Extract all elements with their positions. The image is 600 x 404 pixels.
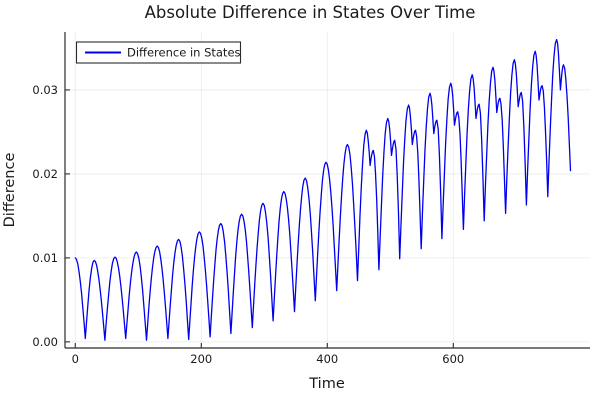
y-tick-label: 0.02 bbox=[32, 167, 58, 181]
axes bbox=[64, 32, 590, 349]
series-difference-line bbox=[74, 38, 572, 341]
x-tick-label: 600 bbox=[442, 352, 464, 366]
x-tick-label: 400 bbox=[316, 352, 338, 366]
gridlines bbox=[65, 32, 590, 348]
y-axis-label: Difference bbox=[2, 153, 18, 228]
chart-title: Absolute Difference in States Over Time bbox=[145, 3, 476, 22]
legend-label: Difference in States bbox=[127, 46, 241, 60]
tick-labels: 0 200 400 600 0.00 0.01 0.02 0.03 bbox=[32, 83, 464, 366]
x-axis-label: Time bbox=[308, 376, 345, 392]
x-tick-label: 200 bbox=[190, 352, 212, 366]
difference-line bbox=[74, 38, 572, 341]
y-tick-label: 0.03 bbox=[32, 83, 58, 97]
x-tick-label: 0 bbox=[72, 352, 79, 366]
legend: Difference in States bbox=[75, 41, 242, 64]
y-tick-label: 0.01 bbox=[32, 251, 58, 265]
legend-box bbox=[75, 41, 242, 64]
y-tick-label: 0.00 bbox=[32, 335, 58, 349]
